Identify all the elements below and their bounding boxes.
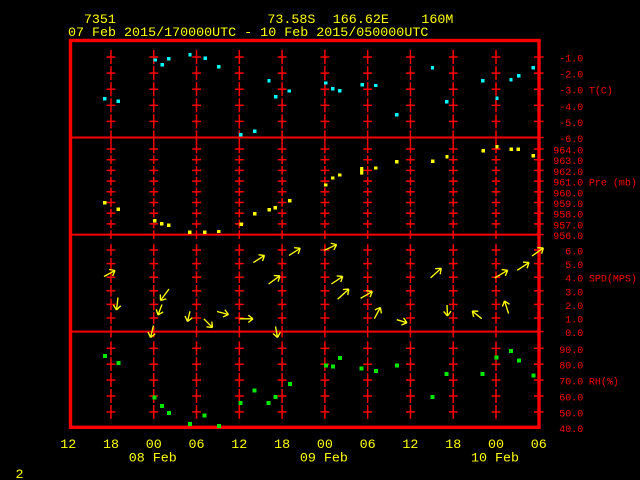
svg-text:959.0: 959.0 bbox=[553, 200, 583, 211]
svg-text:06: 06 bbox=[531, 438, 547, 453]
svg-text:50.0: 50.0 bbox=[559, 409, 583, 420]
svg-text:4.0: 4.0 bbox=[565, 275, 583, 286]
svg-text:T(C): T(C) bbox=[589, 86, 613, 98]
svg-text:-3.0: -3.0 bbox=[559, 87, 583, 98]
svg-text:00: 00 bbox=[146, 438, 162, 453]
svg-text:09 Feb: 09 Feb bbox=[300, 452, 348, 467]
svg-text:06: 06 bbox=[360, 438, 376, 453]
svg-text:964.0: 964.0 bbox=[553, 147, 583, 158]
svg-text:SPD(MPS): SPD(MPS) bbox=[589, 274, 637, 286]
svg-text:90.0: 90.0 bbox=[559, 346, 583, 357]
svg-text:1.0: 1.0 bbox=[565, 316, 583, 327]
svg-text:06: 06 bbox=[189, 438, 205, 453]
svg-text:962.0: 962.0 bbox=[553, 168, 583, 179]
svg-text:12: 12 bbox=[402, 438, 418, 453]
svg-text:Pre (mb): Pre (mb) bbox=[589, 178, 637, 190]
svg-text:00: 00 bbox=[488, 438, 504, 453]
svg-text:00: 00 bbox=[317, 438, 333, 453]
svg-text:963.0: 963.0 bbox=[553, 157, 583, 168]
svg-text:18: 18 bbox=[274, 438, 290, 453]
svg-text:70.0: 70.0 bbox=[559, 378, 583, 389]
svg-text:-1.0: -1.0 bbox=[559, 55, 583, 66]
svg-text:7351: 7351 bbox=[84, 13, 116, 28]
svg-text:958.0: 958.0 bbox=[553, 211, 583, 222]
svg-text:961.0: 961.0 bbox=[553, 179, 583, 190]
svg-text:-6.0: -6.0 bbox=[559, 135, 583, 146]
svg-text:RH(%): RH(%) bbox=[589, 377, 619, 389]
svg-text:80.0: 80.0 bbox=[559, 362, 583, 373]
svg-text:957.0: 957.0 bbox=[553, 221, 583, 232]
svg-text:18: 18 bbox=[445, 438, 461, 453]
svg-text:2.0: 2.0 bbox=[565, 302, 583, 313]
svg-text:-2.0: -2.0 bbox=[559, 71, 583, 82]
svg-text:-4.0: -4.0 bbox=[559, 103, 583, 114]
svg-text:18: 18 bbox=[103, 438, 119, 453]
svg-text:956.0: 956.0 bbox=[553, 232, 583, 243]
svg-text:12: 12 bbox=[60, 438, 76, 453]
svg-text:166.62E: 166.62E bbox=[333, 13, 389, 28]
svg-text:160M: 160M bbox=[421, 13, 453, 28]
svg-text:2: 2 bbox=[16, 468, 24, 480]
svg-text:07 Feb 2015/170000UTC - 10 Feb: 07 Feb 2015/170000UTC - 10 Feb 2015/0500… bbox=[68, 26, 428, 41]
svg-text:-5.0: -5.0 bbox=[559, 119, 583, 130]
svg-text:12: 12 bbox=[231, 438, 247, 453]
svg-text:5.0: 5.0 bbox=[565, 261, 583, 272]
svg-text:6.0: 6.0 bbox=[565, 248, 583, 259]
svg-text:10 Feb: 10 Feb bbox=[471, 452, 519, 467]
svg-text:73.58S: 73.58S bbox=[267, 13, 315, 28]
svg-text:40.0: 40.0 bbox=[559, 425, 583, 436]
svg-text:960.0: 960.0 bbox=[553, 189, 583, 200]
svg-text:08 Feb: 08 Feb bbox=[129, 452, 177, 467]
svg-text:60.0: 60.0 bbox=[559, 394, 583, 405]
svg-text:3.0: 3.0 bbox=[565, 288, 583, 299]
svg-text:0.0: 0.0 bbox=[565, 329, 583, 340]
